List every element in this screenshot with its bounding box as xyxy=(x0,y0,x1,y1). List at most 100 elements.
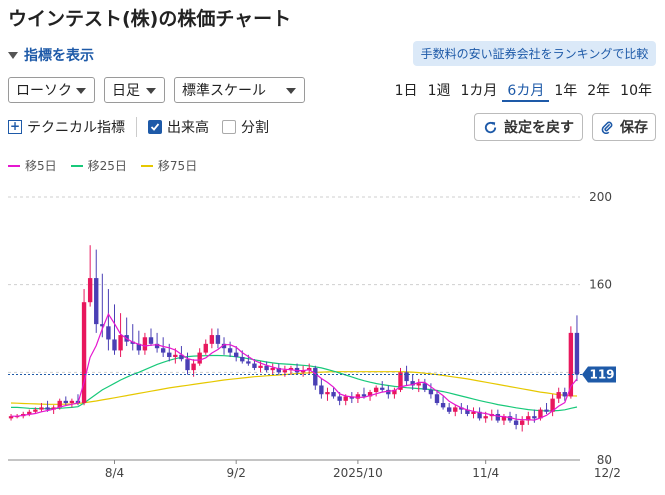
period-tab-2y[interactable]: 2年 xyxy=(587,83,611,99)
volume-label: 出来高 xyxy=(167,120,209,136)
candle-body xyxy=(106,326,111,340)
candle-body xyxy=(367,392,373,397)
candle-body xyxy=(136,343,142,351)
x-tick-label: 9/2 xyxy=(227,466,246,480)
candle-body xyxy=(118,335,123,351)
candle-body xyxy=(258,365,263,368)
candle-body xyxy=(355,394,361,399)
volume-checkbox[interactable]: 出来高 xyxy=(148,117,209,137)
candle-body xyxy=(234,352,239,357)
candle-body xyxy=(27,411,32,414)
candle-body xyxy=(453,407,458,412)
candle-body xyxy=(69,400,75,404)
candle-body xyxy=(246,361,251,364)
candle-body xyxy=(392,389,397,395)
broker-ranking-link[interactable]: 手数料の安い証券会社をランキングで比較 xyxy=(413,41,656,66)
candle-body xyxy=(416,383,421,386)
candle-body xyxy=(526,416,531,421)
reset-settings-button[interactable]: 設定を戻す xyxy=(474,113,583,141)
page-title: ウインテスト(株)の株価チャート xyxy=(8,8,292,30)
current-price-tag xyxy=(582,366,616,383)
candle-body xyxy=(325,392,330,395)
candle-body xyxy=(142,337,148,351)
span-select[interactable]: 日足 xyxy=(104,77,165,103)
save-label: 保存 xyxy=(620,120,648,136)
candle-body xyxy=(319,385,324,395)
candle-body xyxy=(446,407,452,412)
candle-body xyxy=(337,396,342,401)
candle-body xyxy=(57,400,62,408)
candle-body xyxy=(428,389,434,395)
chevron-down-icon xyxy=(146,88,156,94)
candle-body xyxy=(483,416,488,419)
candle-body xyxy=(100,324,105,327)
chevron-down-icon xyxy=(286,88,296,94)
candle-body xyxy=(185,359,190,371)
split-label: 分割 xyxy=(241,120,269,136)
x-tick-label: 12/2 xyxy=(594,466,621,480)
plus-icon: + xyxy=(8,119,22,134)
candle-body xyxy=(404,372,409,382)
candle-body xyxy=(550,398,555,412)
stock-chart[interactable]: 200 160 80 8/4 9/2 2025/10 11/4 12/2 119 xyxy=(0,180,665,480)
checkbox-unchecked-icon xyxy=(222,120,236,134)
candle-body xyxy=(501,416,507,421)
x-tick-label: 2025/10 xyxy=(333,466,383,480)
paperclip-icon xyxy=(601,121,613,134)
split-checkbox[interactable]: 分割 xyxy=(222,117,269,137)
period-tab-1d[interactable]: 1日 xyxy=(394,83,418,99)
candle-body xyxy=(380,387,385,390)
candle-body xyxy=(471,411,476,414)
candle-body xyxy=(63,400,68,404)
x-tick-label: 11/4 xyxy=(472,466,499,480)
chart-legend: 移5日 移25日 移75日 xyxy=(8,157,197,174)
candle-body xyxy=(252,363,257,368)
candle-body xyxy=(313,367,318,386)
save-button[interactable]: 保存 xyxy=(592,113,656,141)
period-tab-1m[interactable]: 1カ月 xyxy=(460,83,498,99)
indicator-toggle[interactable]: 指標を表示 xyxy=(8,45,94,65)
candle-body xyxy=(520,420,525,425)
candle-body xyxy=(361,394,367,397)
candle-body xyxy=(349,396,354,399)
candle-body xyxy=(264,365,269,371)
candle-body xyxy=(532,416,537,419)
y-tick-label: 160 xyxy=(589,278,612,292)
candle-body xyxy=(240,356,245,362)
period-tab-1w[interactable]: 1週 xyxy=(427,83,451,99)
candle-body xyxy=(434,394,440,404)
legend-label: 移25日 xyxy=(87,159,127,173)
candle-body xyxy=(440,403,446,408)
candle-body xyxy=(398,372,403,390)
refresh-icon xyxy=(484,121,497,133)
technical-indicator-button[interactable]: + テクニカル指標 xyxy=(8,117,125,137)
period-tab-1y[interactable]: 1年 xyxy=(554,83,578,99)
candle-body xyxy=(221,343,227,349)
candle-body xyxy=(410,381,415,386)
period-tab-10y[interactable]: 10年 xyxy=(620,83,652,99)
period-tab-6m[interactable]: 6カ月 xyxy=(502,80,550,102)
legend-ma75: 移75日 xyxy=(140,157,198,174)
candle-body xyxy=(331,392,336,397)
candle-body xyxy=(568,332,574,397)
candle-body xyxy=(459,407,464,410)
candle-body xyxy=(282,370,288,373)
indicator-toggle-label: 指標を表示 xyxy=(24,48,94,64)
candle-body xyxy=(373,387,379,393)
candle-body xyxy=(513,420,519,425)
candle-body xyxy=(307,367,312,371)
candle-body xyxy=(215,335,221,344)
scale-select[interactable]: 標準スケール xyxy=(174,77,305,103)
candle-body xyxy=(422,383,428,390)
chart-type-select[interactable]: ローソク xyxy=(8,77,95,103)
candle-body xyxy=(148,337,154,344)
candle-body xyxy=(562,392,567,397)
candle-body xyxy=(386,389,391,395)
candle-body xyxy=(538,409,543,419)
legend-label: 移75日 xyxy=(157,159,198,173)
candle-body xyxy=(154,343,160,349)
y-tick-label: 200 xyxy=(589,190,612,204)
candle-body xyxy=(477,411,482,419)
candle-body xyxy=(507,416,513,421)
period-tabs: 1日 1週 1カ月 6カ月 1年 2年 10年 xyxy=(390,80,657,102)
